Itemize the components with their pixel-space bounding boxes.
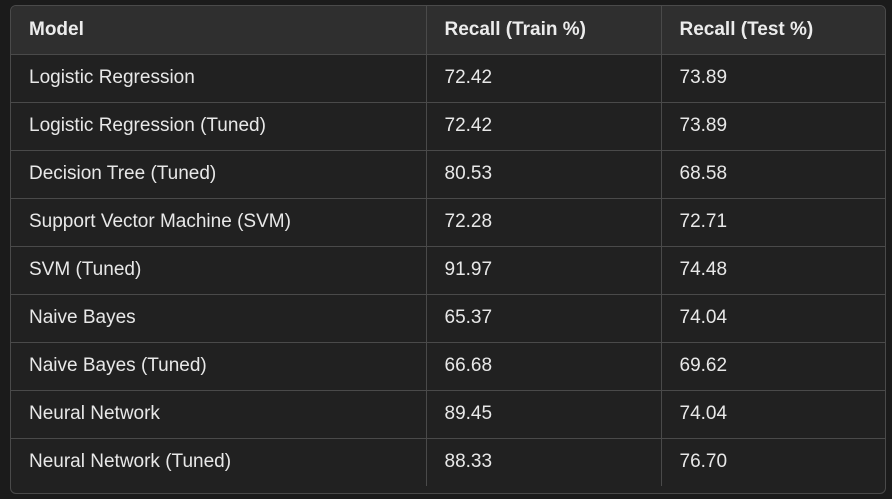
cell-model: SVM (Tuned) [11,245,426,294]
cell-recall-train: 72.42 [425,54,661,102]
cell-recall-test: 73.89 [660,54,885,102]
table-row: Logistic Regression (Tuned) 72.42 73.89 [11,101,885,150]
table-row: Neural Network (Tuned) 88.33 76.70 [11,437,885,486]
results-table-container: Model Recall (Train %) Recall (Test %) L… [10,5,886,494]
cell-model: Logistic Regression (Tuned) [11,101,426,150]
cell-recall-train: 91.97 [425,245,661,294]
cell-model: Naive Bayes [11,293,426,342]
header-recall-test: Recall (Test %) [660,6,885,55]
cell-recall-test: 73.89 [660,101,885,150]
recall-results-table: Model Recall (Train %) Recall (Test %) L… [11,6,885,486]
cell-recall-train: 66.68 [425,341,661,390]
cell-recall-train: 88.33 [425,437,661,486]
cell-model: Neural Network (Tuned) [11,437,426,486]
table-row: Neural Network 89.45 74.04 [11,389,885,438]
cell-recall-test: 68.58 [660,149,885,198]
cell-recall-train: 72.42 [425,101,661,150]
cell-model: Decision Tree (Tuned) [11,149,426,198]
header-recall-train: Recall (Train %) [425,6,661,55]
table-row: SVM (Tuned) 91.97 74.48 [11,245,885,294]
cell-model: Naive Bayes (Tuned) [11,341,426,390]
table-row: Decision Tree (Tuned) 80.53 68.58 [11,149,885,198]
cell-recall-test: 69.62 [660,341,885,390]
cell-recall-train: 72.28 [425,197,661,246]
cell-model: Support Vector Machine (SVM) [11,197,426,246]
table-header: Model Recall (Train %) Recall (Test %) [11,6,885,55]
cell-recall-test: 76.70 [660,437,885,486]
cell-recall-train: 65.37 [425,293,661,342]
cell-recall-test: 72.71 [660,197,885,246]
cell-recall-train: 89.45 [425,389,661,438]
table-row: Naive Bayes 65.37 74.04 [11,293,885,342]
header-row: Model Recall (Train %) Recall (Test %) [11,6,885,55]
cell-recall-train: 80.53 [425,149,661,198]
cell-model: Neural Network [11,389,426,438]
table-row: Naive Bayes (Tuned) 66.68 69.62 [11,341,885,390]
table-row: Logistic Regression 72.42 73.89 [11,54,885,102]
header-model: Model [11,6,426,55]
cell-recall-test: 74.04 [660,389,885,438]
cell-recall-test: 74.04 [660,293,885,342]
table-body: Logistic Regression 72.42 73.89 Logistic… [11,54,885,486]
table-row: Support Vector Machine (SVM) 72.28 72.71 [11,197,885,246]
cell-recall-test: 74.48 [660,245,885,294]
cell-model: Logistic Regression [29,67,195,88]
